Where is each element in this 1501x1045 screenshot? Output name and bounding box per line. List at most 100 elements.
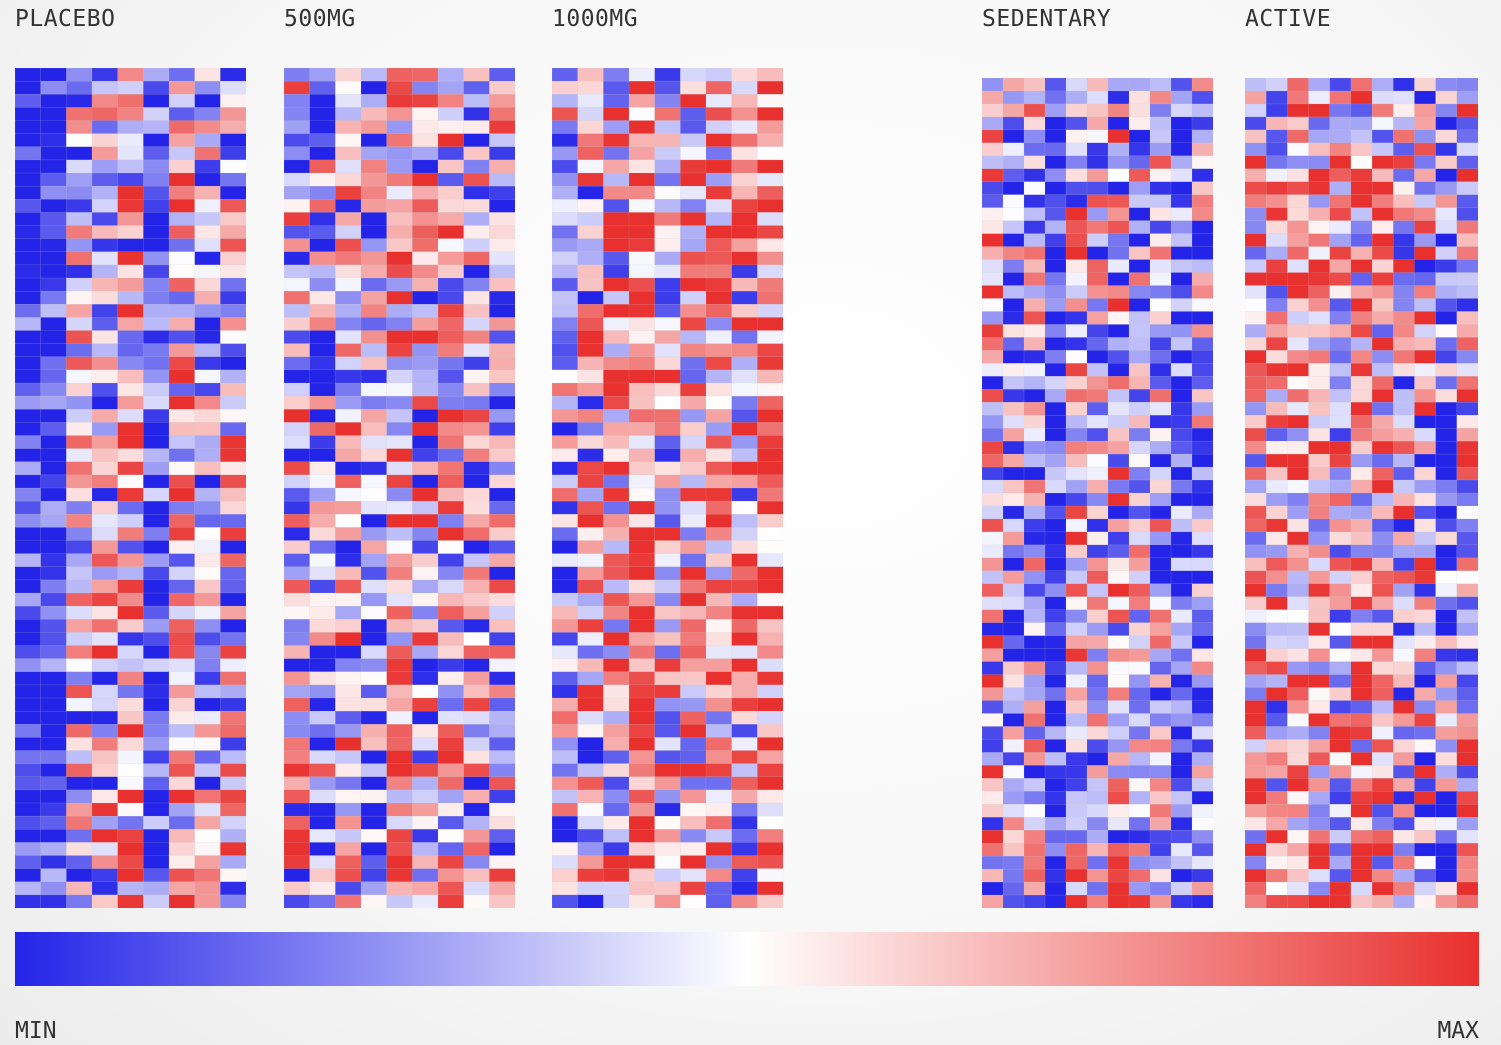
heatmap-cell (1107, 894, 1130, 908)
heatmap-cell (1065, 479, 1088, 494)
heatmap-cell (284, 133, 311, 148)
heatmap-cell (1265, 596, 1288, 611)
panel-label-sedentary: SEDENTARY (982, 6, 1112, 32)
heatmap-cell (552, 500, 579, 515)
heatmap-cell (463, 172, 490, 187)
heatmap-cell (982, 259, 1004, 273)
heatmap-cell (1023, 596, 1046, 611)
heatmap-cell (1456, 881, 1478, 896)
heatmap-cell (982, 622, 1004, 637)
heatmap-cell (1023, 168, 1046, 183)
heatmap-cell (1023, 233, 1046, 247)
heatmap-cell (117, 527, 144, 541)
heatmap-cell (463, 737, 490, 751)
heatmap-cell (982, 427, 1004, 442)
heatmap-cell (1350, 90, 1373, 105)
heatmap-cell (284, 304, 311, 318)
heatmap-cell (552, 409, 579, 423)
heatmap-cell (1044, 661, 1067, 675)
heatmap-cell (1065, 350, 1088, 364)
heatmap-cell (66, 159, 93, 174)
heatmap-cell (577, 605, 604, 620)
heatmap-cell (1308, 583, 1331, 598)
heatmap-cell (284, 763, 311, 778)
heatmap-cell (552, 815, 579, 830)
heatmap-cell (284, 80, 311, 95)
heatmap-cell (1329, 778, 1352, 792)
heatmap-cell (1128, 842, 1151, 857)
heatmap-cell (654, 212, 681, 226)
heatmap-cell (1287, 687, 1309, 701)
heatmap-cell (335, 107, 362, 121)
heatmap-cell (220, 422, 246, 436)
heatmap-cell (412, 487, 439, 502)
heatmap-cell (463, 592, 490, 607)
heatmap-cell (117, 750, 144, 764)
heatmap-cell (489, 80, 515, 95)
heatmap-cell (1065, 726, 1088, 740)
heatmap-cell (40, 120, 67, 134)
heatmap-cell (731, 304, 758, 318)
heatmap-cell (412, 763, 439, 778)
heatmap-cell (757, 317, 783, 331)
heatmap-cell (1308, 90, 1331, 105)
heatmap-cell (1086, 155, 1109, 170)
heatmap-cell (1191, 155, 1213, 170)
heatmap-cell (1086, 168, 1109, 183)
heatmap-cell (1435, 389, 1458, 403)
heatmap-cell (117, 330, 144, 344)
heatmap-cell (577, 802, 604, 817)
heatmap-cell (982, 220, 1004, 234)
heatmap-cell (628, 238, 656, 253)
heatmap-cell (1107, 778, 1130, 792)
heatmap-cell (757, 868, 783, 883)
heatmap-cell (335, 724, 362, 738)
heatmap-cell (15, 330, 42, 344)
heatmap-cell (1287, 453, 1309, 468)
heatmap-cell (1107, 324, 1130, 338)
heatmap-cell (1456, 402, 1478, 416)
heatmap-cell (1393, 674, 1415, 688)
heatmap-cell (66, 172, 93, 187)
heatmap-cell (1245, 402, 1267, 416)
heatmap-cell (489, 579, 515, 594)
heatmap-cell (1002, 233, 1025, 247)
heatmap-cell (1435, 804, 1458, 818)
heatmap-cell (1414, 337, 1436, 351)
heatmap-cell (1265, 414, 1288, 429)
heatmap-cell (1435, 765, 1458, 779)
heatmap-cell (1456, 311, 1478, 325)
heatmap-cell (463, 868, 490, 883)
heatmap-cell (577, 277, 604, 292)
heatmap-cell (603, 737, 630, 751)
heatmap-cell (91, 684, 119, 699)
heatmap-cell (1287, 505, 1309, 520)
heatmap-cell (1065, 739, 1088, 753)
heatmap-cell (1265, 78, 1288, 92)
heatmap-cell (1191, 778, 1213, 792)
heatmap-cell (1044, 220, 1067, 234)
heatmap-cell (1308, 609, 1331, 624)
heatmap-cell (1065, 505, 1088, 520)
heatmap-cell (1393, 570, 1415, 585)
heatmap-cell (489, 487, 515, 502)
heatmap-cell (1023, 531, 1046, 546)
heatmap-cell (1044, 596, 1067, 611)
heatmap-cell (1002, 116, 1025, 131)
heatmap-cell (194, 671, 221, 686)
heatmap-cell (1191, 648, 1213, 662)
heatmap-cell (982, 817, 1004, 831)
heatmap-cell (386, 710, 413, 725)
heatmap-cell (1086, 272, 1109, 286)
heatmap-cell (15, 185, 42, 200)
heatmap-cell (437, 829, 465, 843)
heatmap-cell (1002, 635, 1025, 649)
heatmap-cell (705, 514, 733, 528)
heatmap-cell (577, 487, 604, 502)
heatmap-cell (91, 395, 119, 410)
heatmap-cell (309, 776, 336, 791)
heatmap-cell (15, 304, 42, 318)
heatmap-cell (194, 697, 221, 712)
heatmap-cell (552, 133, 579, 148)
heatmap-cell (603, 750, 630, 764)
